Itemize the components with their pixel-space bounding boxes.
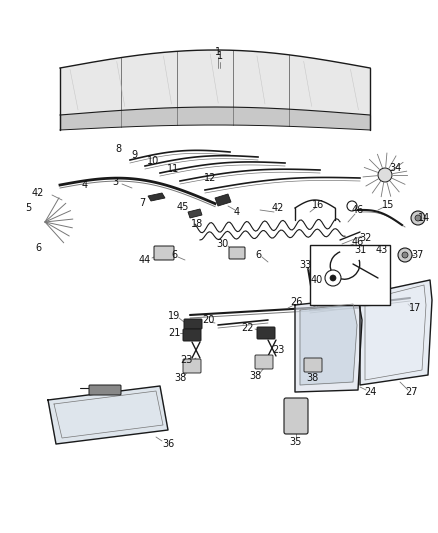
Text: 12: 12 bbox=[204, 173, 216, 183]
Text: 43: 43 bbox=[376, 245, 388, 255]
Text: 6: 6 bbox=[255, 250, 261, 260]
FancyBboxPatch shape bbox=[257, 327, 275, 339]
Text: 46: 46 bbox=[352, 237, 364, 247]
Text: 6: 6 bbox=[35, 243, 41, 253]
Text: 18: 18 bbox=[191, 219, 203, 229]
Text: 11: 11 bbox=[167, 164, 179, 174]
Text: 1: 1 bbox=[217, 51, 223, 61]
Polygon shape bbox=[60, 50, 370, 115]
Text: 1: 1 bbox=[215, 47, 221, 57]
Text: 23: 23 bbox=[272, 345, 284, 355]
FancyBboxPatch shape bbox=[183, 359, 201, 373]
Text: 5: 5 bbox=[25, 203, 31, 213]
Text: 38: 38 bbox=[306, 373, 318, 383]
Text: 10: 10 bbox=[147, 156, 159, 166]
Text: 22: 22 bbox=[242, 323, 254, 333]
Text: 44: 44 bbox=[139, 255, 151, 265]
Text: 17: 17 bbox=[409, 303, 421, 313]
Text: 40: 40 bbox=[311, 275, 323, 285]
Polygon shape bbox=[148, 193, 165, 201]
FancyBboxPatch shape bbox=[304, 358, 322, 372]
FancyBboxPatch shape bbox=[229, 247, 245, 259]
Text: 9: 9 bbox=[131, 150, 137, 160]
Text: 27: 27 bbox=[406, 387, 418, 397]
Text: 26: 26 bbox=[290, 297, 302, 307]
Circle shape bbox=[415, 215, 421, 221]
Circle shape bbox=[398, 248, 412, 262]
Text: 38: 38 bbox=[174, 373, 186, 383]
Polygon shape bbox=[300, 304, 357, 385]
Text: 45: 45 bbox=[177, 202, 189, 212]
Polygon shape bbox=[215, 194, 231, 206]
FancyBboxPatch shape bbox=[310, 245, 390, 305]
Text: 23: 23 bbox=[180, 355, 192, 365]
Text: 7: 7 bbox=[139, 198, 145, 208]
Polygon shape bbox=[295, 298, 362, 392]
FancyBboxPatch shape bbox=[255, 355, 273, 369]
Text: 4: 4 bbox=[234, 207, 240, 217]
Text: 46: 46 bbox=[352, 205, 364, 215]
Circle shape bbox=[330, 275, 336, 281]
Circle shape bbox=[325, 270, 341, 286]
Circle shape bbox=[411, 211, 425, 225]
Circle shape bbox=[378, 168, 392, 182]
FancyBboxPatch shape bbox=[184, 319, 202, 329]
Text: 31: 31 bbox=[354, 245, 366, 255]
Text: 35: 35 bbox=[290, 437, 302, 447]
Text: 24: 24 bbox=[364, 387, 376, 397]
Text: 3: 3 bbox=[112, 177, 118, 187]
Text: 4: 4 bbox=[82, 180, 88, 190]
Text: 37: 37 bbox=[412, 250, 424, 260]
Polygon shape bbox=[60, 107, 370, 130]
Polygon shape bbox=[188, 209, 202, 218]
Polygon shape bbox=[48, 386, 168, 444]
Text: 32: 32 bbox=[359, 233, 371, 243]
Text: 34: 34 bbox=[389, 163, 401, 173]
Text: 20: 20 bbox=[202, 315, 214, 325]
Polygon shape bbox=[360, 280, 432, 385]
Text: 6: 6 bbox=[171, 250, 177, 260]
FancyBboxPatch shape bbox=[154, 246, 174, 260]
Text: 8: 8 bbox=[115, 144, 121, 154]
Text: 33: 33 bbox=[299, 260, 311, 270]
Text: 16: 16 bbox=[312, 200, 324, 210]
Text: 42: 42 bbox=[272, 203, 284, 213]
Text: 30: 30 bbox=[216, 239, 228, 249]
FancyBboxPatch shape bbox=[89, 385, 121, 395]
FancyBboxPatch shape bbox=[183, 329, 201, 341]
FancyBboxPatch shape bbox=[284, 398, 308, 434]
Circle shape bbox=[402, 252, 408, 258]
Circle shape bbox=[347, 201, 357, 211]
Text: 15: 15 bbox=[382, 200, 394, 210]
Text: 36: 36 bbox=[162, 439, 174, 449]
Text: 38: 38 bbox=[249, 371, 261, 381]
Text: 14: 14 bbox=[418, 213, 430, 223]
Text: 42: 42 bbox=[32, 188, 44, 198]
Text: 19: 19 bbox=[168, 311, 180, 321]
Text: 21: 21 bbox=[168, 328, 180, 338]
